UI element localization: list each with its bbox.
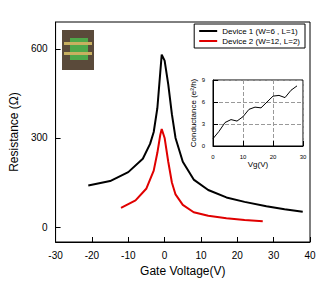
svg-text:-30: -30 bbox=[48, 250, 63, 261]
svg-text:20: 20 bbox=[232, 250, 244, 261]
svg-text:0: 0 bbox=[162, 250, 168, 261]
svg-text:-20: -20 bbox=[85, 250, 100, 261]
svg-text:Vg(V): Vg(V) bbox=[248, 160, 269, 169]
svg-text:-10: -10 bbox=[121, 250, 136, 261]
svg-text:Device 2 (W=12, L=2): Device 2 (W=12, L=2) bbox=[222, 37, 300, 46]
svg-text:0: 0 bbox=[211, 154, 215, 160]
svg-text:3: 3 bbox=[202, 121, 206, 127]
svg-text:600: 600 bbox=[31, 43, 48, 54]
svg-text:0: 0 bbox=[42, 222, 48, 233]
svg-text:30: 30 bbox=[268, 250, 280, 261]
svg-text:10: 10 bbox=[240, 154, 247, 160]
svg-text:0: 0 bbox=[202, 143, 206, 149]
svg-text:6: 6 bbox=[202, 99, 206, 105]
svg-text:Conductance (e²/h): Conductance (e²/h) bbox=[189, 78, 198, 147]
svg-text:Device 1 (W=6 , L=1): Device 1 (W=6 , L=1) bbox=[222, 27, 298, 36]
svg-text:40: 40 bbox=[304, 250, 316, 261]
svg-text:Resistance (Ω): Resistance (Ω) bbox=[7, 92, 21, 172]
svg-text:30: 30 bbox=[300, 154, 307, 160]
svg-text:300: 300 bbox=[31, 132, 48, 143]
svg-text:9: 9 bbox=[202, 77, 206, 83]
svg-text:10: 10 bbox=[195, 250, 207, 261]
svg-text:Gate Voltage(V): Gate Voltage(V) bbox=[140, 264, 225, 278]
svg-text:20: 20 bbox=[270, 154, 277, 160]
